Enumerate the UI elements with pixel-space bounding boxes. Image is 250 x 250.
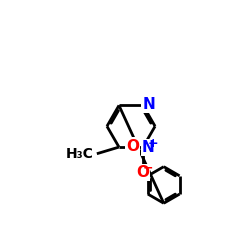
Text: +: +: [148, 137, 158, 150]
Text: H₃C: H₃C: [66, 147, 94, 161]
Text: N: N: [142, 97, 155, 112]
Text: N: N: [142, 140, 155, 155]
Text: O: O: [136, 165, 149, 180]
Text: O: O: [126, 138, 139, 154]
Text: −: −: [143, 161, 154, 174]
